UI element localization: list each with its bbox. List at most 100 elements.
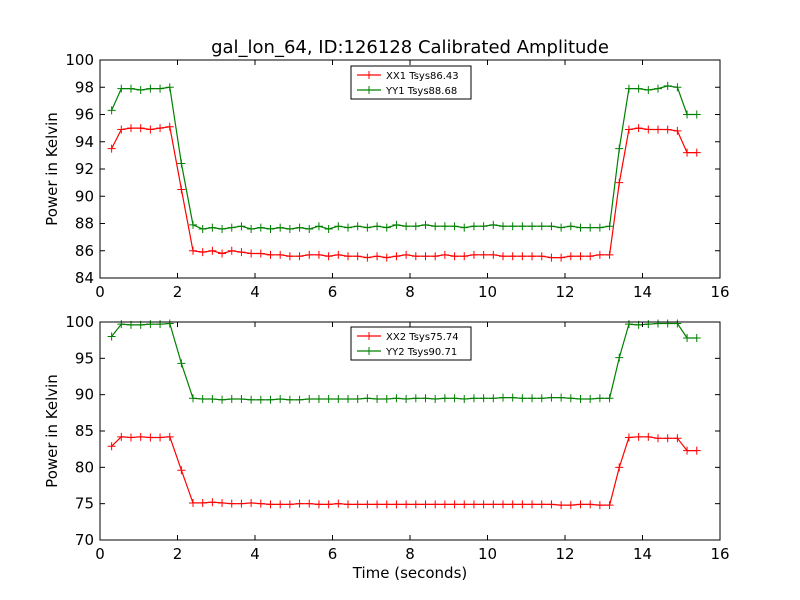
data-point [324, 252, 333, 261]
data-point [673, 319, 682, 328]
data-point [198, 224, 207, 233]
data-point [117, 125, 126, 134]
data-point [663, 434, 672, 443]
legend-marker [365, 332, 373, 340]
data-point [266, 500, 275, 509]
data-point [431, 500, 440, 509]
data-point [314, 222, 323, 231]
data-point [692, 333, 701, 342]
data-point [256, 499, 265, 508]
data-point [334, 499, 343, 508]
data-point [208, 246, 217, 255]
y-axis-label: Power in Kelvin [43, 112, 61, 226]
data-point [654, 319, 662, 328]
data-point [127, 84, 135, 93]
data-point [421, 220, 430, 229]
data-point [624, 433, 633, 442]
data-point [508, 500, 517, 509]
data-point [518, 394, 527, 403]
data-point [373, 500, 382, 509]
data-point [334, 395, 343, 404]
figure-title: gal_lon_64, ID:126128 Calibrated Amplitu… [211, 37, 609, 58]
data-point [247, 224, 256, 233]
x-tick-label: 8 [405, 283, 415, 301]
data-point [683, 148, 692, 157]
data-point [295, 252, 304, 261]
data-point [692, 148, 701, 157]
legend-label: YY1 Tsys88.68 [385, 86, 457, 97]
data-point [615, 144, 624, 153]
data-point [353, 500, 362, 509]
y-tick-label: 92 [75, 160, 94, 178]
data-point [411, 394, 420, 403]
data-point [537, 394, 546, 403]
x-tick-label: 12 [555, 283, 574, 301]
data-point [431, 222, 440, 231]
y-tick-label: 88 [75, 215, 94, 233]
data-point [479, 500, 488, 509]
data-point [411, 252, 420, 261]
data-point [177, 466, 186, 475]
data-point [421, 394, 430, 403]
data-point [334, 222, 343, 231]
data-point [557, 253, 566, 262]
data-point [107, 332, 116, 341]
data-point [146, 84, 155, 93]
y-tick-label: 75 [75, 495, 94, 513]
data-point [576, 252, 585, 261]
data-point [499, 222, 507, 231]
y-tick-label: 84 [75, 269, 94, 287]
data-point [605, 501, 614, 510]
data-point [528, 394, 537, 403]
data-point [208, 498, 217, 507]
data-point [305, 395, 314, 404]
data-point [460, 500, 469, 509]
x-tick-label: 14 [633, 283, 652, 301]
data-point [218, 249, 227, 258]
legend-marker [365, 71, 373, 79]
data-point [156, 433, 165, 442]
data-point [644, 125, 653, 134]
data-point [189, 498, 197, 507]
x-tick-label: 6 [328, 545, 338, 563]
data-point [285, 500, 294, 509]
data-point [295, 395, 304, 404]
y-axis-label: Power in Kelvin [43, 374, 61, 488]
data-point [411, 500, 420, 509]
x-tick-label: 16 [710, 283, 729, 301]
data-point [156, 124, 165, 133]
data-point [165, 83, 174, 92]
data-point [373, 252, 382, 261]
data-point [198, 395, 207, 404]
data-point [663, 81, 672, 90]
data-point [107, 144, 116, 153]
data-point [469, 250, 478, 259]
data-point [566, 394, 575, 403]
data-point [440, 222, 449, 231]
y-tick-label: 90 [75, 187, 94, 205]
y-tick-label: 90 [75, 386, 94, 404]
data-point [566, 501, 575, 510]
y-tick-label: 94 [75, 133, 94, 151]
data-point [450, 500, 459, 509]
y-tick-label: 100 [65, 51, 94, 69]
data-point [285, 252, 294, 261]
x-tick-label: 4 [250, 283, 260, 301]
data-point [586, 252, 595, 261]
x-tick-label: 4 [250, 545, 260, 563]
y-tick-label: 96 [75, 106, 94, 124]
data-point [285, 224, 294, 233]
bottom-panel: 0 2 4 6 8 10 12 14 16 70 75 80 85 90 95 100 Power in Kel… [43, 313, 730, 563]
x-tick-label: 2 [173, 283, 183, 301]
data-point [450, 222, 459, 231]
y-tick-label: 70 [75, 531, 94, 549]
data-point [314, 395, 323, 404]
data-point [431, 395, 440, 404]
data-point [256, 249, 265, 258]
data-point [136, 124, 145, 133]
data-point [256, 395, 265, 404]
data-point [392, 394, 401, 403]
data-point [586, 223, 595, 232]
data-point [624, 125, 633, 134]
data-point [508, 393, 517, 402]
